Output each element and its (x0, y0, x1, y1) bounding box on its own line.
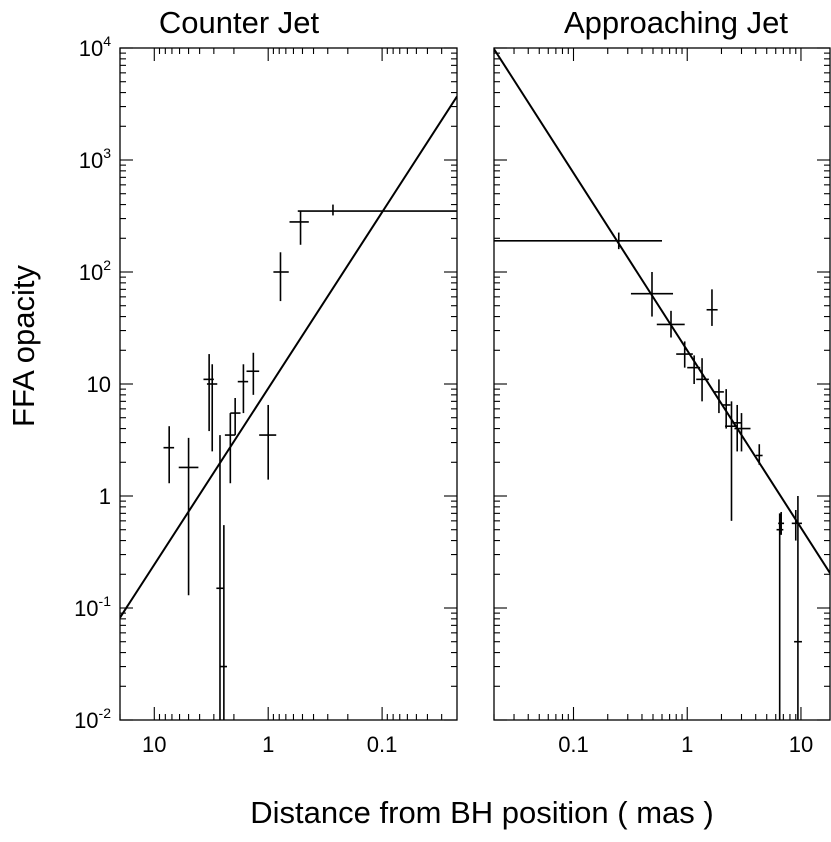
y-axis-label: FFA opacity (6, 265, 41, 427)
data-point (696, 358, 709, 402)
data-point (163, 426, 175, 484)
plot-frame (119, 47, 458, 721)
data-point (706, 289, 718, 326)
y-tick-exponent: 2 (103, 257, 111, 273)
x-tick-label: 0.1 (558, 732, 589, 757)
data-point (755, 444, 763, 465)
y-tick-exponent: 4 (103, 33, 111, 49)
data-point (246, 352, 260, 395)
panel-title: Approaching Jet (564, 5, 788, 40)
data-point (776, 513, 784, 720)
y-tick-base: 10 (79, 148, 103, 173)
y-tick-exponent: -1 (99, 593, 112, 609)
data-point (237, 364, 249, 414)
data-point (794, 496, 802, 720)
y-tick-base: 10 (74, 596, 98, 621)
y-tick-base: 1 (99, 484, 111, 509)
data-point (219, 525, 227, 720)
data-point (721, 389, 731, 429)
panel-title: Counter Jet (159, 5, 320, 40)
data-point (725, 401, 738, 521)
plot-frame (493, 47, 831, 721)
data-point (734, 413, 751, 452)
data-point (297, 204, 457, 216)
data-point (224, 413, 236, 484)
data-point (791, 509, 802, 541)
data-point (216, 435, 224, 720)
data-point (676, 341, 693, 368)
data-point (778, 511, 785, 535)
y-tick-base: 10 (79, 36, 103, 61)
x-tick-label: 10 (142, 732, 166, 757)
y-tick-label: 10-2 (74, 705, 111, 733)
y-tick-base: 10 (74, 708, 98, 733)
data-point (656, 310, 685, 338)
y-tick-label: 103 (79, 145, 111, 173)
data-point (630, 272, 674, 317)
data-point (494, 232, 662, 250)
x-tick-label: 0.1 (367, 732, 398, 757)
data-point (178, 437, 199, 596)
y-tick-exponent: -2 (99, 705, 112, 721)
data-point (687, 355, 701, 384)
data-point (206, 364, 218, 452)
data-point (259, 404, 277, 480)
x-tick-label: 1 (681, 732, 693, 757)
approaching-jet-panel: Approaching Jet 0.1 1 10 (493, 5, 831, 757)
y-tick-base: 10 (79, 260, 103, 285)
data-point (289, 211, 309, 245)
y-tick-label: 10-1 (74, 593, 111, 621)
data-point (713, 379, 724, 414)
y-tick-label: 104 (79, 33, 111, 61)
y-tick-label: 102 (79, 257, 111, 285)
y-tick-base: 10 (87, 372, 111, 397)
data-point (230, 397, 241, 436)
x-tick-label: 10 (789, 732, 813, 757)
y-tick-exponent: 3 (103, 145, 111, 161)
fit-line (494, 48, 830, 574)
data-point (273, 252, 289, 302)
x-tick-label: 1 (262, 732, 274, 757)
y-tick-label: 1 (99, 484, 111, 509)
x-axis-label: Distance from BH position ( mas ) (250, 795, 713, 830)
y-tick-label: 10 (87, 372, 111, 397)
fit-line (120, 95, 457, 619)
